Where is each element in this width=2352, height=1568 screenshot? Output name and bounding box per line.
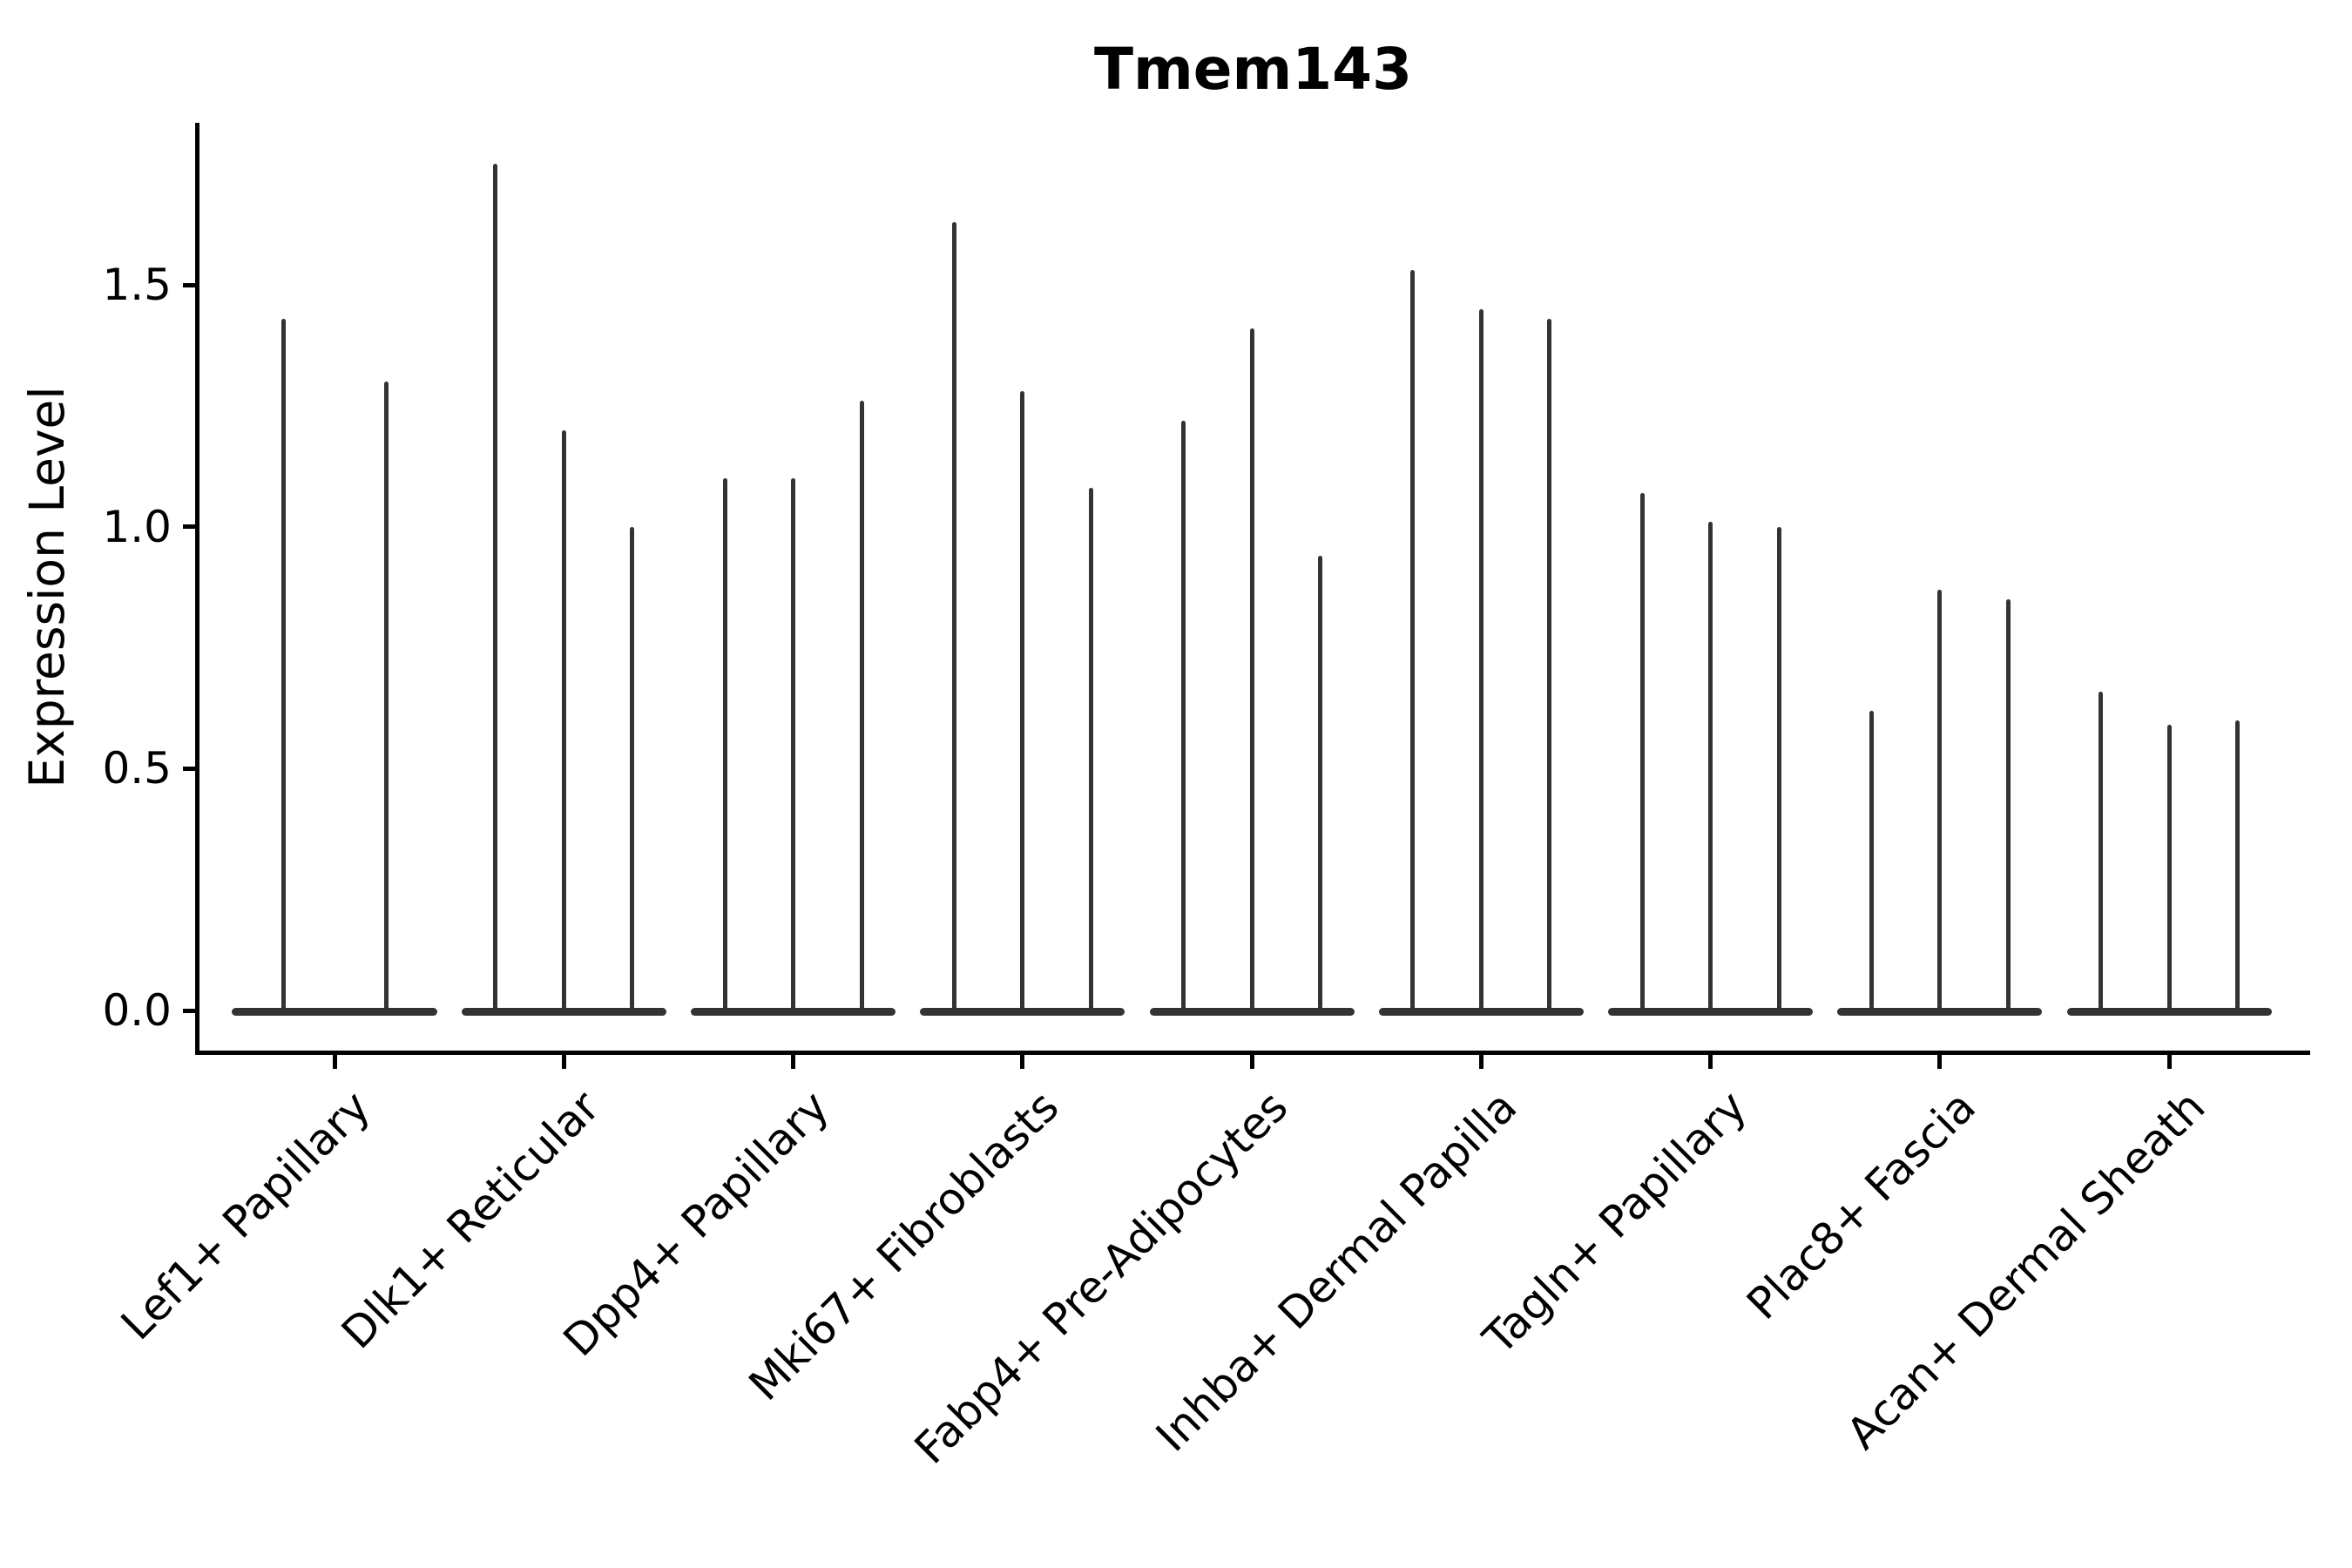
violin-spike (1708, 522, 1713, 1013)
violin-spike (493, 164, 498, 1013)
violin-spike (1869, 710, 1874, 1013)
violin-spike (1547, 318, 1552, 1013)
violin-spike (561, 429, 566, 1013)
violin-spike (1181, 420, 1186, 1013)
violin-spike (383, 382, 389, 1013)
violin-spike (722, 478, 727, 1013)
y-tick-label: 0.5 (102, 743, 172, 794)
y-tick-label: 0.0 (102, 985, 172, 1036)
violin-spike (951, 221, 956, 1013)
violin-spike (1318, 556, 1322, 1013)
y-axis-title: Expression Level (19, 386, 75, 788)
y-tick-mark (183, 1008, 198, 1013)
x-tick-mark (1937, 1055, 1943, 1069)
x-tick-mark (1020, 1055, 1025, 1069)
chart-title: Tmem143 (1093, 36, 1413, 103)
x-tick-mark (1708, 1055, 1713, 1069)
x-axis-spine (195, 1051, 2310, 1055)
x-tick-label: Lef1+ Papillary (112, 1081, 381, 1350)
y-tick-mark (183, 524, 198, 530)
violin-spike (630, 526, 635, 1013)
y-tick-mark (183, 282, 198, 287)
violin-spike (2235, 720, 2240, 1013)
x-tick-mark (791, 1055, 795, 1069)
x-tick-mark (561, 1055, 566, 1069)
y-axis-spine (195, 123, 199, 1055)
violin-spike (1249, 328, 1254, 1013)
violin-spike (1020, 391, 1025, 1013)
violin-spike (1639, 492, 1645, 1013)
violin-spike (1776, 526, 1781, 1013)
y-tick-mark (183, 766, 198, 771)
violin-spike (2005, 598, 2011, 1013)
violin-spike (2166, 725, 2172, 1013)
violin-spike (280, 318, 286, 1013)
y-tick-label: 1.5 (102, 260, 172, 311)
x-tick-mark (1478, 1055, 1484, 1069)
x-tick-label: Fabp4+ Pre-Adipocytes (904, 1081, 1298, 1474)
x-tick-mark (2166, 1055, 2172, 1069)
violin-spike (2099, 691, 2103, 1013)
violin-spike (791, 478, 795, 1013)
x-tick-mark (332, 1055, 337, 1069)
x-tick-mark (1249, 1055, 1254, 1069)
violin-spike (1410, 270, 1416, 1013)
violin-spike (1088, 488, 1093, 1013)
violin-base-band (232, 1007, 437, 1016)
x-tick-label: Plac8+ Fascia (1737, 1081, 1986, 1330)
violin-spike (1937, 589, 1943, 1013)
y-tick-label: 1.0 (102, 501, 172, 552)
violin-spike (859, 401, 864, 1013)
violin-spike (1478, 308, 1484, 1013)
